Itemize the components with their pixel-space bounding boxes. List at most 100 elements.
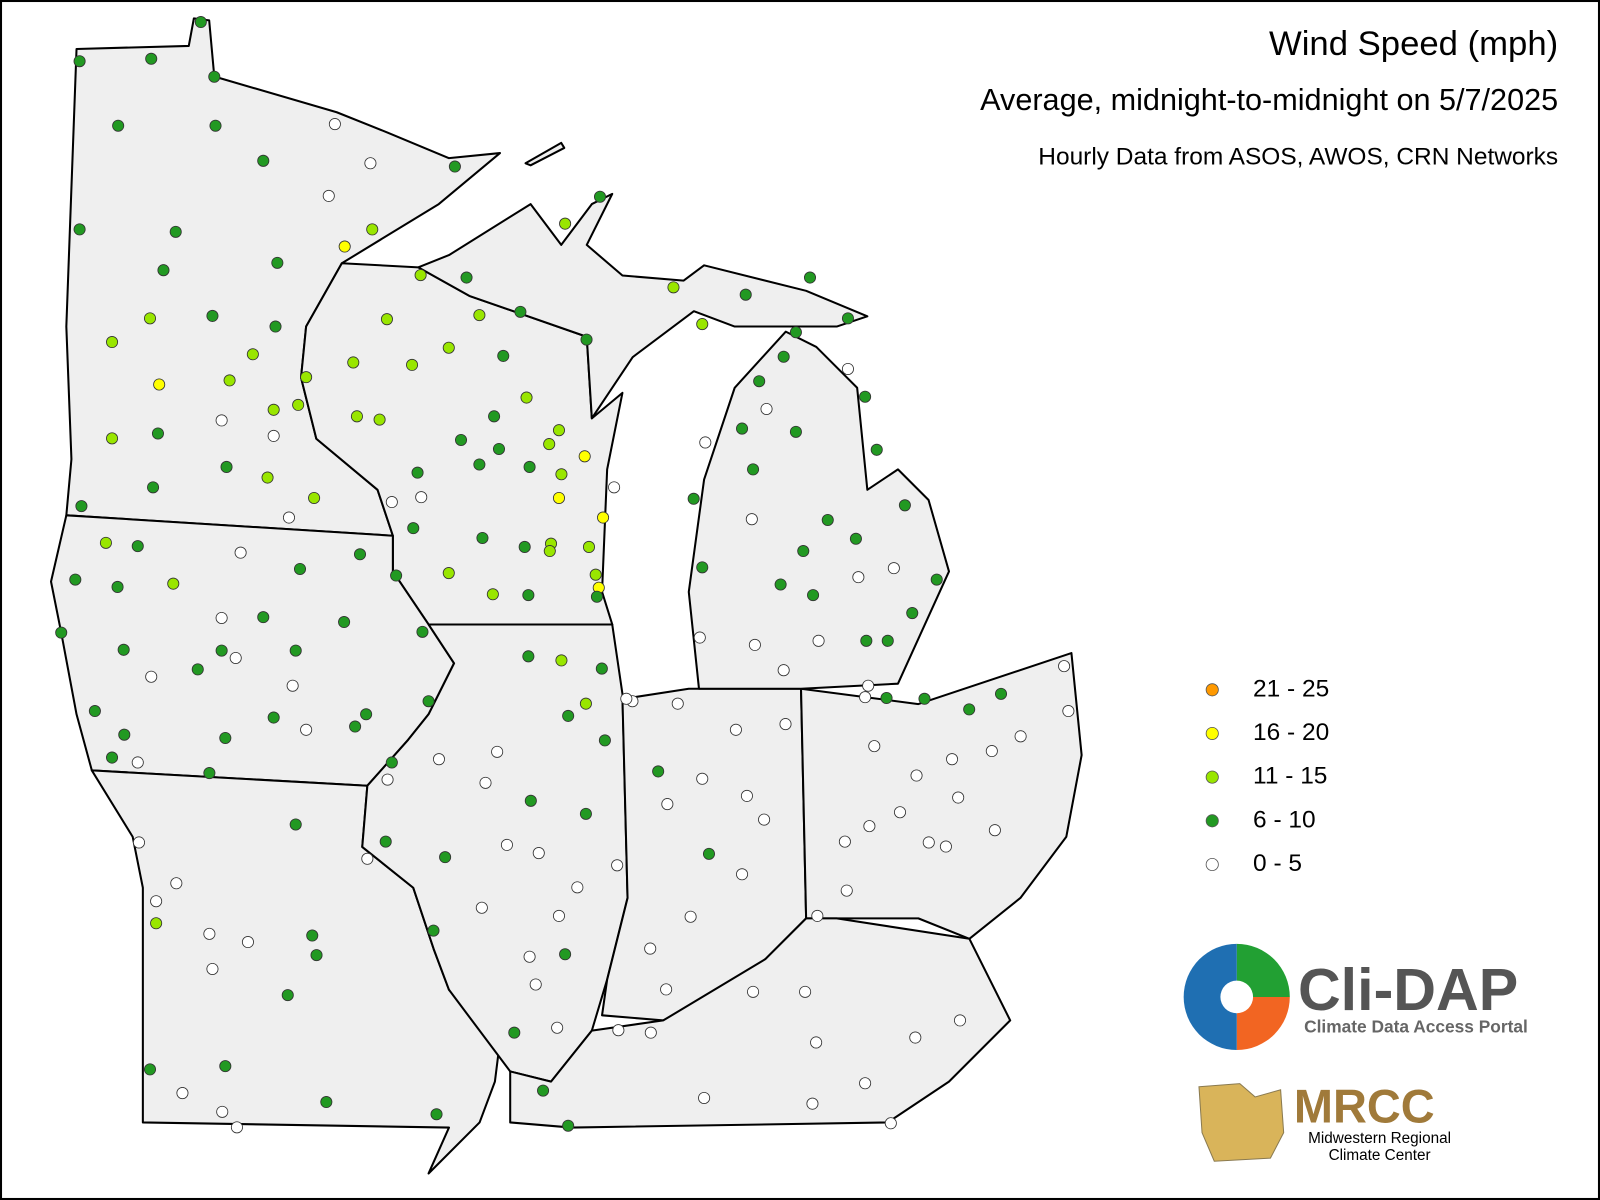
station <box>939 840 952 853</box>
station <box>194 16 207 29</box>
iowa <box>50 514 456 787</box>
station <box>537 1084 550 1097</box>
logo-subtext: Climate Data Access Portal <box>1304 1017 1528 1037</box>
station <box>439 851 452 864</box>
station <box>687 492 700 505</box>
station <box>454 433 468 447</box>
station <box>922 836 935 849</box>
station <box>518 540 531 553</box>
station <box>169 225 182 238</box>
station <box>411 466 424 479</box>
station <box>500 838 513 851</box>
station <box>75 500 88 513</box>
station <box>286 679 299 692</box>
station <box>281 989 294 1002</box>
station <box>1058 660 1071 673</box>
station <box>422 695 435 708</box>
station <box>473 309 486 322</box>
station <box>579 807 592 820</box>
station <box>859 390 872 403</box>
station <box>308 491 321 504</box>
states <box>50 17 1083 1175</box>
station <box>118 728 131 741</box>
station <box>220 460 233 473</box>
station <box>758 813 771 826</box>
station <box>952 791 965 804</box>
station <box>777 350 790 363</box>
station <box>608 481 621 494</box>
station <box>364 157 377 170</box>
station <box>170 877 183 890</box>
station <box>491 745 504 758</box>
station <box>559 948 572 961</box>
station <box>859 691 872 704</box>
station <box>246 348 259 361</box>
logo-wedge <box>1236 943 1290 997</box>
station <box>693 631 706 644</box>
station <box>884 1117 897 1130</box>
station <box>520 391 533 404</box>
station <box>881 634 894 647</box>
station <box>215 414 228 427</box>
station <box>271 256 284 269</box>
stations <box>55 16 1075 1134</box>
station <box>373 413 386 426</box>
station <box>753 375 766 388</box>
station <box>106 751 119 764</box>
station <box>789 425 802 438</box>
station <box>736 868 749 881</box>
station <box>953 1014 967 1027</box>
station <box>906 607 919 620</box>
station <box>361 852 374 865</box>
station <box>671 697 684 710</box>
station <box>360 708 373 721</box>
station <box>282 511 296 524</box>
station <box>552 424 565 437</box>
legend-swatch <box>1205 814 1219 828</box>
station <box>289 818 302 831</box>
station <box>562 1119 575 1132</box>
logo-text: MRCC <box>1294 1080 1435 1132</box>
station <box>143 1063 157 1076</box>
station <box>841 312 854 325</box>
station <box>543 438 556 451</box>
station <box>532 847 545 860</box>
station <box>209 119 222 132</box>
station <box>385 496 398 509</box>
station <box>880 691 893 704</box>
station <box>150 917 163 930</box>
station <box>267 403 280 416</box>
station <box>157 264 170 277</box>
legend-label: 0 - 5 <box>1253 850 1302 877</box>
legend-label: 21 - 25 <box>1253 675 1329 702</box>
station <box>644 1026 657 1039</box>
station <box>579 697 592 710</box>
station <box>745 513 758 526</box>
station <box>216 1105 229 1118</box>
station <box>234 546 247 559</box>
station <box>476 531 489 544</box>
station <box>241 936 254 949</box>
station <box>963 703 976 716</box>
station <box>131 540 144 553</box>
station <box>112 119 125 132</box>
station <box>524 794 537 807</box>
station <box>203 767 216 780</box>
station <box>147 481 160 494</box>
station <box>111 580 124 593</box>
station <box>69 573 82 586</box>
station <box>807 589 820 602</box>
station <box>870 443 883 456</box>
station <box>652 765 665 778</box>
station <box>73 223 86 236</box>
station <box>589 568 602 581</box>
station <box>215 644 228 657</box>
station <box>522 589 535 602</box>
station <box>552 491 565 504</box>
station <box>803 271 817 284</box>
station <box>486 588 499 601</box>
station <box>145 670 158 683</box>
station <box>859 1077 872 1090</box>
station <box>488 410 501 423</box>
